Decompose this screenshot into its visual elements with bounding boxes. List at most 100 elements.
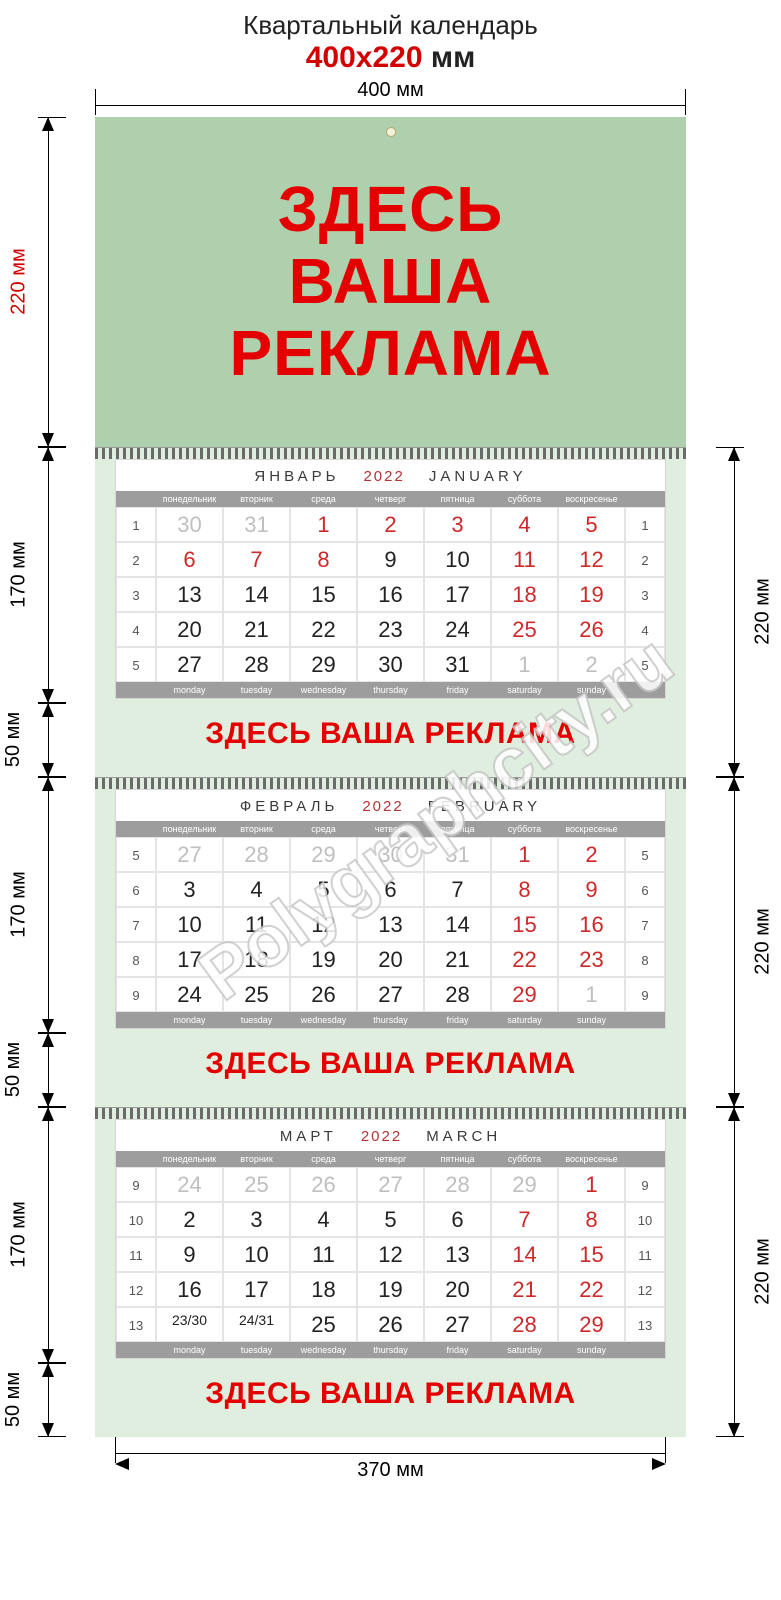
week-number: 11 — [625, 1237, 665, 1272]
title-dims: 400х220 — [306, 41, 423, 74]
dimension-label: 170 мм — [8, 541, 31, 607]
day-cell: 19 — [357, 1272, 424, 1307]
day-cell: 30 — [156, 507, 223, 542]
week-number: 12 — [625, 1272, 665, 1307]
week-number: 7 — [116, 907, 156, 942]
day-cell: 5 — [558, 507, 625, 542]
dimension-segment: 50 мм — [0, 703, 95, 777]
day-cell: 1 — [491, 647, 558, 682]
week-number: 9 — [116, 977, 156, 1012]
week-number: 2 — [625, 542, 665, 577]
week-number: 9 — [625, 977, 665, 1012]
day-cell: 13 — [156, 577, 223, 612]
ad-strip-block: ЗДЕСЬ ВАША РЕКЛАМА — [95, 703, 686, 777]
week-number: 5 — [625, 837, 665, 872]
day-cell: 25 — [491, 612, 558, 647]
day-cell: 9 — [156, 1237, 223, 1272]
day-cell: 17 — [223, 1272, 290, 1307]
day-cell: 11 — [223, 907, 290, 942]
month-ru: ФЕВРАЛЬ — [240, 798, 338, 815]
page: Квартальный календарь 400х220 мм 400 мм … — [0, 0, 781, 1543]
dow-row-ru: понедельниквторниксредачетвергпятницасуб… — [116, 491, 665, 507]
week-number: 13 — [625, 1307, 665, 1342]
dimension-segment: 170 мм — [0, 1107, 95, 1363]
spiral-binding — [95, 1107, 686, 1119]
week-number: 4 — [625, 612, 665, 647]
day-cell: 6 — [424, 1202, 491, 1237]
calendar-sheet: ФЕВРАЛЬ2022FEBRUARYпонедельниквторниксре… — [115, 789, 666, 1029]
day-cell: 3 — [223, 1202, 290, 1237]
day-cell: 18 — [223, 942, 290, 977]
day-cell: 28 — [424, 1167, 491, 1202]
day-cell: 2 — [156, 1202, 223, 1237]
title-unit: мм — [431, 41, 475, 74]
day-cell: 29 — [290, 837, 357, 872]
week-number: 5 — [625, 647, 665, 682]
day-cell: 31 — [424, 837, 491, 872]
day-cell: 8 — [491, 872, 558, 907]
dimension-top: 400 мм — [95, 81, 686, 117]
day-cell: 1 — [558, 977, 625, 1012]
day-cell: 10 — [424, 542, 491, 577]
day-cell: 14 — [491, 1237, 558, 1272]
dimension-segment: 220 мм — [686, 1107, 781, 1437]
week-number: 5 — [116, 647, 156, 682]
day-cell: 2 — [558, 837, 625, 872]
day-cell: 28 — [424, 977, 491, 1012]
day-cell: 31 — [223, 507, 290, 542]
day-cell: 27 — [424, 1307, 491, 1342]
dow-row-en: mondaytuesdaywednesdaythursdayfridaysatu… — [116, 1342, 665, 1358]
month-block: ФЕВРАЛЬ2022FEBRUARYпонедельниквторниксре… — [95, 777, 686, 1033]
dow-row-en: mondaytuesdaywednesdaythursdayfridaysatu… — [116, 682, 665, 698]
day-cell: 30 — [357, 837, 424, 872]
day-cell: 10 — [223, 1237, 290, 1272]
day-cell: 13 — [357, 907, 424, 942]
day-cell: 15 — [558, 1237, 625, 1272]
day-cell: 27 — [156, 647, 223, 682]
dimension-segment: 50 мм — [0, 1033, 95, 1107]
day-cell: 2 — [558, 647, 625, 682]
dimension-label: 170 мм — [8, 871, 31, 937]
day-cell: 26 — [290, 1167, 357, 1202]
day-cell: 30 — [357, 647, 424, 682]
week-number: 6 — [116, 872, 156, 907]
dim-bottom-label: 370 мм — [115, 1459, 666, 1482]
day-cell: 4 — [290, 1202, 357, 1237]
punch-hole-icon — [386, 127, 396, 137]
day-cell: 20 — [424, 1272, 491, 1307]
week-number: 7 — [625, 907, 665, 942]
day-cell: 19 — [290, 942, 357, 977]
day-cell: 25 — [223, 977, 290, 1012]
day-cell: 8 — [558, 1202, 625, 1237]
ad-strip-block: ЗДЕСЬ ВАША РЕКЛАМА — [95, 1363, 686, 1437]
week-number: 10 — [625, 1202, 665, 1237]
day-cell: 8 — [290, 542, 357, 577]
dimension-label: 170 мм — [8, 1201, 31, 1267]
main-row: 220 мм170 мм50 мм170 мм50 мм170 мм50 мм … — [0, 117, 781, 1437]
day-cell: 20 — [357, 942, 424, 977]
day-cell: 13 — [424, 1237, 491, 1272]
dimension-segment: 50 мм — [0, 1363, 95, 1437]
left-dim-column: 220 мм170 мм50 мм170 мм50 мм170 мм50 мм — [0, 117, 95, 1437]
calendar-sheet: МАРТ2022MARCHпонедельниквторниксредачетв… — [115, 1119, 666, 1359]
day-cell: 4 — [223, 872, 290, 907]
week-number: 3 — [625, 577, 665, 612]
day-cell: 23 — [357, 612, 424, 647]
ad-strip-text: ЗДЕСЬ ВАША РЕКЛАМА — [95, 1363, 686, 1423]
dimension-segment: 170 мм — [0, 447, 95, 703]
day-cell: 25 — [223, 1167, 290, 1202]
day-cell: 11 — [491, 542, 558, 577]
day-cell: 22 — [290, 612, 357, 647]
month-en: MARCH — [426, 1128, 501, 1145]
day-cell: 2 — [357, 507, 424, 542]
day-cell: 24/31 — [223, 1307, 290, 1342]
dimension-label: 220 мм — [752, 1238, 775, 1304]
day-cell: 5 — [290, 872, 357, 907]
dimension-label: 50 мм — [2, 1042, 25, 1097]
day-cell: 6 — [156, 542, 223, 577]
dimension-segment: 220 мм — [686, 777, 781, 1107]
day-cell: 28 — [223, 837, 290, 872]
header-ad-text: ЗДЕСЬВАШАРЕКЛАМА — [229, 174, 551, 389]
month-ru: МАРТ — [280, 1128, 337, 1145]
day-cell: 10 — [156, 907, 223, 942]
